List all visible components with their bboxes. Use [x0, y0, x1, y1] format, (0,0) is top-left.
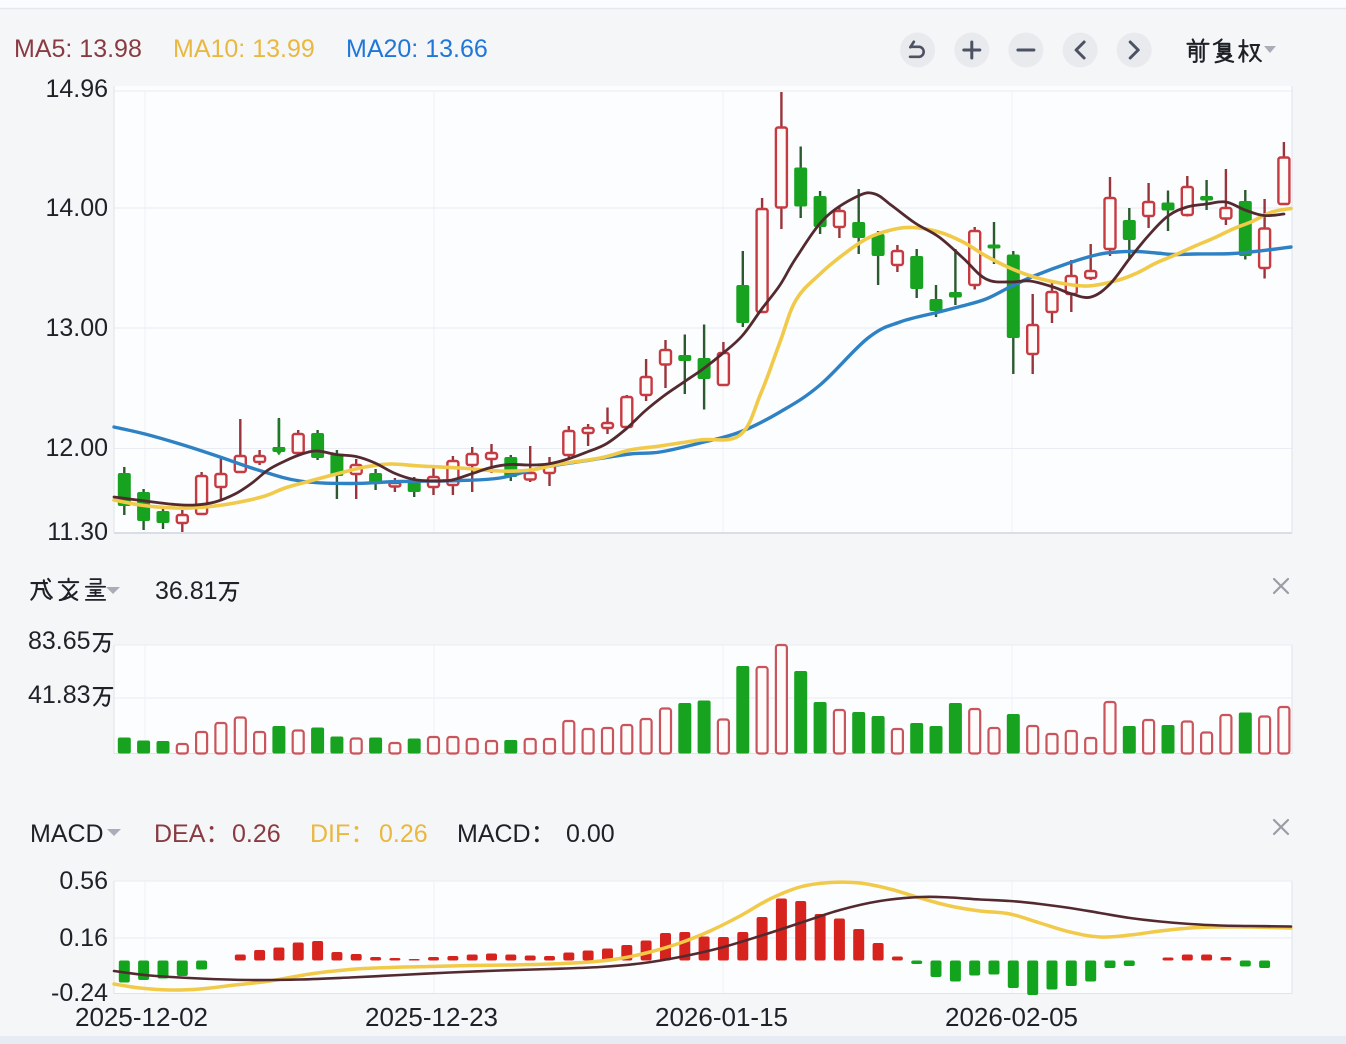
- svg-text:36.81: 36.81: [155, 577, 218, 605]
- svg-text:2026-02-05: 2026-02-05: [945, 1002, 1078, 1032]
- svg-text:0.26: 0.26: [379, 820, 428, 848]
- svg-text:MACD: MACD: [30, 820, 104, 848]
- svg-text:12.00: 12.00: [45, 434, 108, 462]
- svg-text:0.26: 0.26: [232, 820, 281, 848]
- svg-text:-0.24: -0.24: [51, 979, 108, 1007]
- svg-text:0.00: 0.00: [566, 820, 615, 848]
- svg-text:DIF：: DIF：: [310, 820, 375, 848]
- svg-text:11.30: 11.30: [47, 518, 108, 546]
- svg-text:2026-01-15: 2026-01-15: [655, 1002, 788, 1032]
- svg-text:13.00: 13.00: [45, 314, 108, 342]
- svg-text:MA10: 13.99: MA10: 13.99: [173, 35, 315, 63]
- svg-text:14.96: 14.96: [45, 75, 108, 103]
- svg-text:41.83: 41.83: [28, 681, 91, 709]
- svg-text:MA20: 13.66: MA20: 13.66: [346, 35, 488, 63]
- svg-text:0.16: 0.16: [59, 924, 108, 952]
- svg-text:2025-12-23: 2025-12-23: [365, 1002, 498, 1032]
- svg-text:MA5: 13.98: MA5: 13.98: [14, 35, 142, 63]
- svg-text:DEA：: DEA：: [154, 820, 230, 848]
- svg-text:2025-12-02: 2025-12-02: [75, 1002, 208, 1032]
- svg-text:MACD：: MACD：: [457, 820, 556, 848]
- svg-text:83.65: 83.65: [28, 627, 91, 655]
- svg-text:0.56: 0.56: [59, 867, 108, 895]
- svg-text:14.00: 14.00: [45, 194, 108, 222]
